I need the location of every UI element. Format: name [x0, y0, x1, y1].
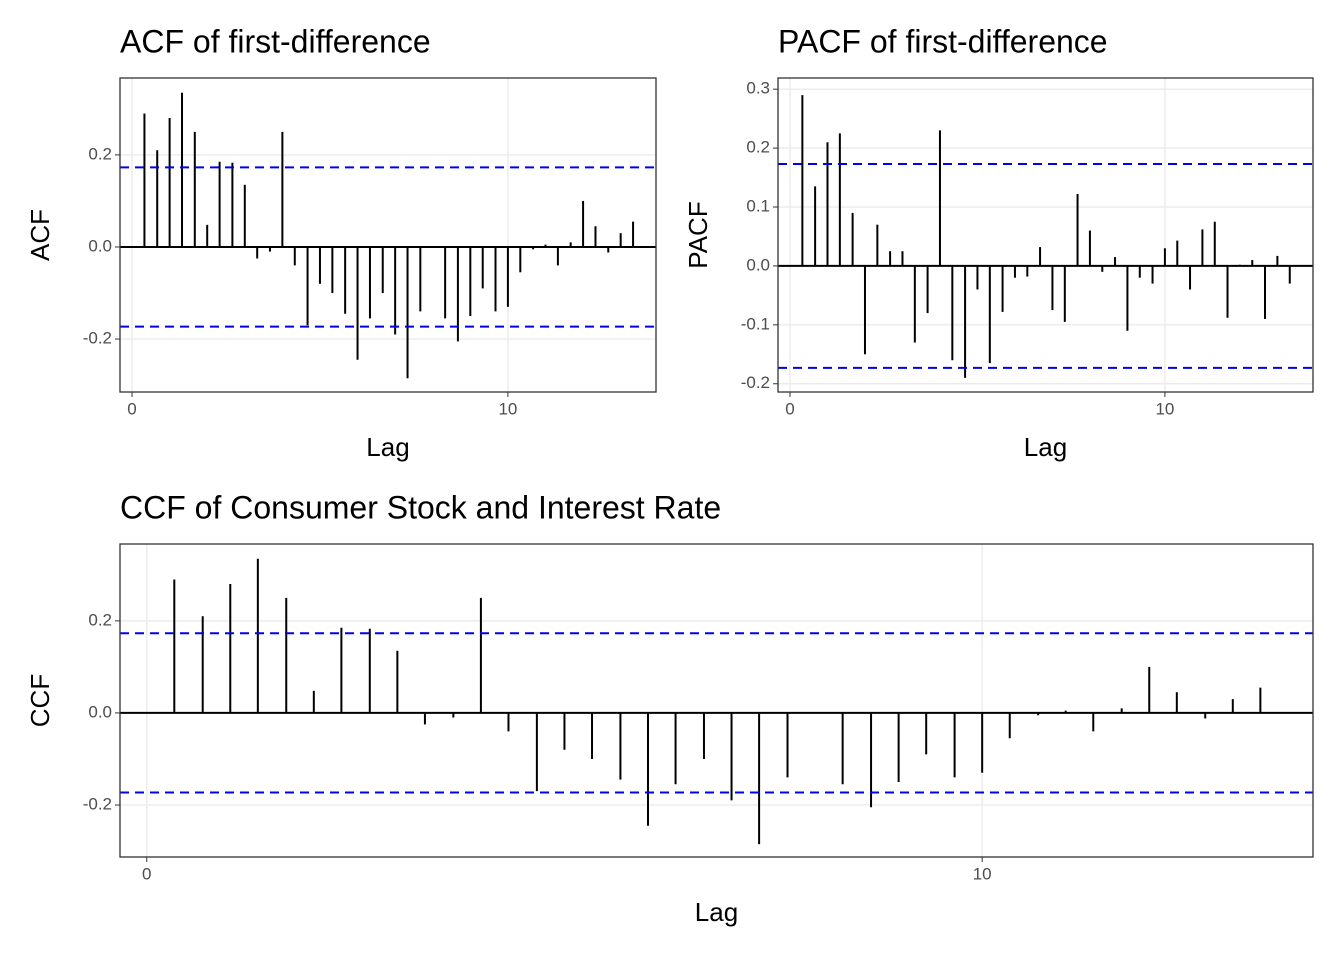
y-tick-label: 0.3 [746, 79, 770, 98]
chart-title: PACF of first-difference [778, 23, 1108, 59]
x-tick-label: 0 [785, 399, 794, 418]
panel-border [119, 543, 1314, 858]
x-axis-label: Lag [366, 432, 409, 462]
chart-title: ACF of first-difference [120, 23, 431, 59]
y-tick-label: -0.2 [741, 373, 770, 392]
y-tick-label: 0.0 [746, 255, 770, 274]
panel-border [777, 77, 1314, 393]
x-axis-label: Lag [1024, 432, 1067, 462]
x-tick-label: 10 [973, 864, 992, 883]
chart-title: CCF of Consumer Stock and Interest Rate [120, 489, 721, 525]
y-tick-label: 0.0 [88, 702, 112, 721]
y-tick-label: 0.1 [746, 197, 770, 216]
y-tick-label: 0.2 [746, 138, 770, 157]
y-tick-label: -0.2 [83, 794, 112, 813]
x-tick-label: 10 [1155, 399, 1174, 418]
y-axis-label: ACF [25, 209, 55, 261]
y-tick-label: 0.2 [88, 610, 112, 629]
x-axis-label: Lag [695, 897, 738, 927]
y-axis-label: CCF [25, 674, 55, 727]
panel-border [119, 77, 657, 393]
y-tick-label: -0.2 [83, 329, 112, 348]
x-tick-label: 10 [498, 399, 517, 418]
y-axis-label: PACF [683, 201, 713, 268]
y-tick-label: 0.0 [88, 236, 112, 255]
x-tick-label: 0 [127, 399, 136, 418]
y-tick-label: 0.2 [88, 144, 112, 163]
y-tick-label: -0.1 [741, 314, 770, 333]
x-tick-label: 0 [142, 864, 151, 883]
